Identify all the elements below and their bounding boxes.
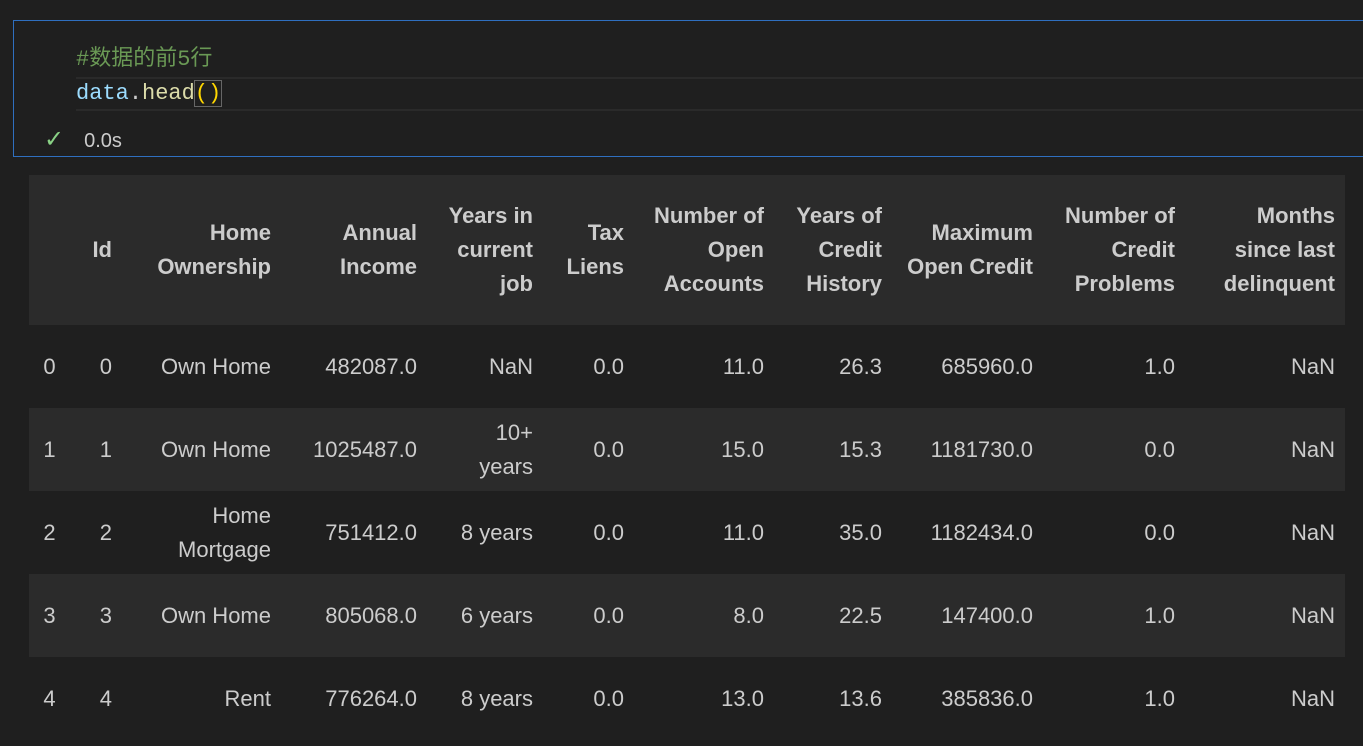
table-cell: 0 (99, 353, 112, 379)
dataframe: Id Home Ownership Annual Income Years in cu… (29, 175, 1345, 740)
table-cell: 1.0 (1144, 685, 1175, 711)
table-cell: 482087.0 (325, 353, 417, 379)
table-cell: NaN (1185, 408, 1345, 491)
table-cell: 1181730.0 (892, 408, 1043, 491)
header-row: Id Home Ownership Annual Income Years in cu… (29, 175, 1345, 325)
row-index: 4 (43, 685, 56, 711)
table-row: 3 3 Own Home 805068.0 6 years 0.0 8.0 22.5 14740… (29, 574, 1345, 657)
table-cell: 1.0 (1144, 353, 1175, 379)
column-header: Years in current job (427, 175, 543, 325)
table-row: 4 4 Rent 776264.0 8 years 0.0 13.0 13.6 385836.0… (29, 657, 1345, 740)
output: Id Home Ownership Annual Income Years in cu… (29, 175, 1363, 740)
table-cell: NaN (1290, 353, 1335, 379)
table-cell: 1025487.0 (281, 408, 427, 491)
column-header: Maximum Open Credit (892, 175, 1043, 325)
table-cell: 13.0 (721, 685, 764, 711)
table-row: 0 0 Own Home 482087.0 NaN 0.0 11.0 26.3 685960.0… (29, 325, 1345, 408)
table-cell: 15.3 (774, 408, 892, 491)
code-line: #数据的前5行 (76, 43, 1363, 77)
row-index: 1 (29, 408, 70, 491)
table-cell: 385836.0 (941, 685, 1033, 711)
table-cell: Home Mortgage (178, 502, 271, 562)
table-cell: 751412.0 (325, 519, 417, 545)
table-cell: 11.0 (722, 519, 764, 545)
table-cell: 805068.0 (281, 574, 427, 657)
table-cell: 26.3 (839, 353, 882, 379)
exec-status: ✓ 0.0s (44, 125, 122, 154)
token: () (193, 80, 223, 107)
code-line: data.head() (76, 77, 1363, 111)
exec-time: 0.0s (84, 130, 122, 152)
token: head (142, 81, 195, 106)
table-cell: 22.5 (774, 574, 892, 657)
column-header: Number of Credit Problems (1043, 175, 1185, 325)
table-cell: 1.0 (1043, 574, 1185, 657)
column-header: Years of Credit History (774, 175, 892, 325)
table-cell: 15.0 (634, 408, 774, 491)
table-cell: 0.0 (543, 574, 634, 657)
table-cell: Own Home (122, 574, 281, 657)
table-cell: NaN (1290, 519, 1335, 545)
table-cell: Own Home (160, 353, 271, 379)
table-cell: 35.0 (839, 519, 882, 545)
table-cell: 776264.0 (325, 685, 417, 711)
table-cell: 0.0 (1043, 408, 1185, 491)
table-cell: 1 (70, 408, 122, 491)
table-cell: 10+ years (427, 408, 543, 491)
table-cell: 0.0 (1144, 519, 1175, 545)
column-header: Id (70, 175, 122, 325)
table-cell: 1182434.0 (930, 519, 1033, 545)
table-cell: Own Home (122, 408, 281, 491)
table-cell: 147400.0 (892, 574, 1043, 657)
table-cell: 0.0 (593, 685, 624, 711)
table-cell: 11.0 (722, 353, 764, 379)
token: data (76, 81, 129, 106)
table-cell: 2 (99, 519, 112, 545)
code-cell[interactable]: #数据的前5行 data.head() ✓ 0.0s (13, 20, 1363, 157)
column-header: Number of Open Accounts (634, 175, 774, 325)
table-cell: NaN (1290, 685, 1335, 711)
column-header: Months since last delinquent (1185, 175, 1345, 325)
table-row: 1 1 Own Home 1025487.0 10+ years 0.0 15.0 15.3 1… (29, 408, 1345, 491)
row-index: 3 (29, 574, 70, 657)
row-index: 2 (43, 519, 56, 545)
column-header: Annual Income (281, 175, 427, 325)
column-header (29, 175, 70, 325)
table-cell: 0.0 (593, 519, 624, 545)
table-cell: 3 (70, 574, 122, 657)
table-cell: NaN (1185, 574, 1345, 657)
check-icon: ✓ (44, 126, 65, 153)
table-cell: 8 years (460, 685, 533, 711)
table-cell: 13.6 (839, 685, 882, 711)
comment: #数据的前5行 (76, 47, 213, 72)
token: . (128, 81, 143, 106)
column-header: Home Ownership (122, 175, 281, 325)
table-cell: 0.0 (543, 408, 634, 491)
code-editor[interactable]: #数据的前5行 data.head() (76, 43, 1363, 111)
table-cell: Rent (224, 685, 271, 711)
table-cell: 8.0 (634, 574, 774, 657)
column-header: Tax Liens (543, 175, 634, 325)
table-cell: 685960.0 (941, 353, 1033, 379)
table-cell: 8 years (460, 519, 533, 545)
table-cell: 4 (99, 685, 112, 711)
table-cell: 6 years (427, 574, 543, 657)
table-cell: NaN (488, 353, 533, 379)
table-row: 2 2 Home Mortgage 751412.0 8 years 0.0 11.0 35.… (29, 491, 1345, 574)
row-index: 0 (43, 353, 56, 379)
table-cell: 0.0 (593, 353, 624, 379)
